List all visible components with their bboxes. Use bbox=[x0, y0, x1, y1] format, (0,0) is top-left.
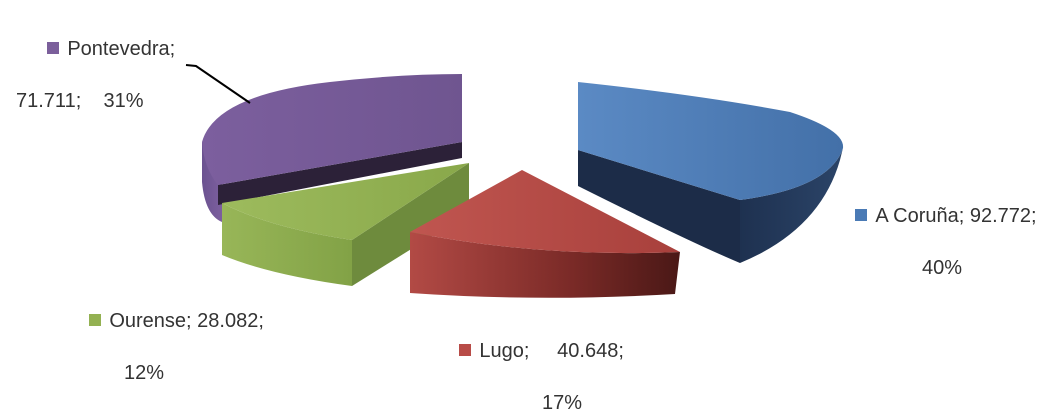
lugo-name-value: Lugo; 40.648; bbox=[479, 340, 624, 362]
a-coruna-percent: 40% bbox=[922, 257, 963, 279]
ourense-percent: 12% bbox=[124, 362, 165, 384]
slice-lugo bbox=[410, 170, 680, 298]
pontevedra-name-value: Pontevedra; bbox=[67, 38, 176, 60]
slice-pontevedra bbox=[202, 74, 462, 222]
slice-ourense bbox=[222, 163, 469, 286]
pontevedra-leader-line bbox=[185, 64, 251, 104]
slice-a-coruna bbox=[578, 82, 844, 263]
legend-swatch-ourense bbox=[89, 314, 102, 326]
legend-swatch-lugo bbox=[459, 344, 472, 356]
legend-swatch-a-coruna bbox=[855, 209, 868, 221]
pontevedra-value-percent: 71.711; 31% bbox=[16, 90, 144, 112]
pie-chart: Pontevedra; 71.711; 31% A Coruña; 92.772… bbox=[14, 10, 1037, 414]
legend-swatch-pontevedra bbox=[47, 42, 60, 54]
label-a-coruna: A Coruña; 92.772; 40% bbox=[822, 177, 1037, 281]
a-coruna-name-value: A Coruña; 92.772; bbox=[875, 205, 1037, 227]
lugo-percent: 17% bbox=[542, 392, 583, 414]
label-ourense: Ourense; 28.082; 12% bbox=[56, 282, 264, 386]
ourense-name-value: Ourense; 28.082; bbox=[109, 310, 264, 332]
pie-chart-graphic bbox=[185, 64, 844, 298]
label-pontevedra: Pontevedra; 71.711; 31% bbox=[14, 10, 175, 114]
label-lugo: Lugo; 40.648; 17% bbox=[426, 312, 624, 416]
